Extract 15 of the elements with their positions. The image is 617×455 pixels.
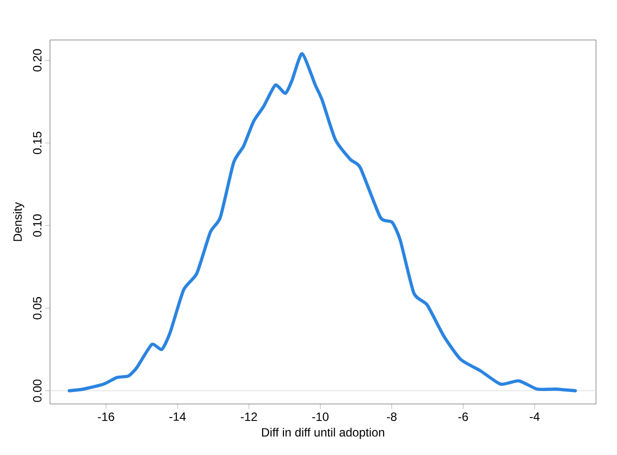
y-tick-label: 0.00 <box>33 380 42 402</box>
y-tick-label: 0.05 <box>33 297 42 320</box>
x-tick-label: -8 <box>386 412 397 421</box>
x-tick-label: -4 <box>530 412 540 421</box>
x-tick-label: -10 <box>312 412 329 421</box>
x-axis-title: Diff in diff until adoption <box>262 428 384 439</box>
y-tick-label: 0.20 <box>33 49 42 72</box>
y-axis-title: Density <box>13 202 24 241</box>
x-tick-label: -6 <box>458 412 468 421</box>
x-tick-label: -14 <box>169 412 186 421</box>
x-tick-label: -16 <box>98 412 114 421</box>
line-series <box>68 52 577 392</box>
y-tick-label: 0.10 <box>33 214 42 237</box>
y-tick-label: 0.15 <box>33 132 42 154</box>
x-tick-label: -12 <box>240 412 257 421</box>
